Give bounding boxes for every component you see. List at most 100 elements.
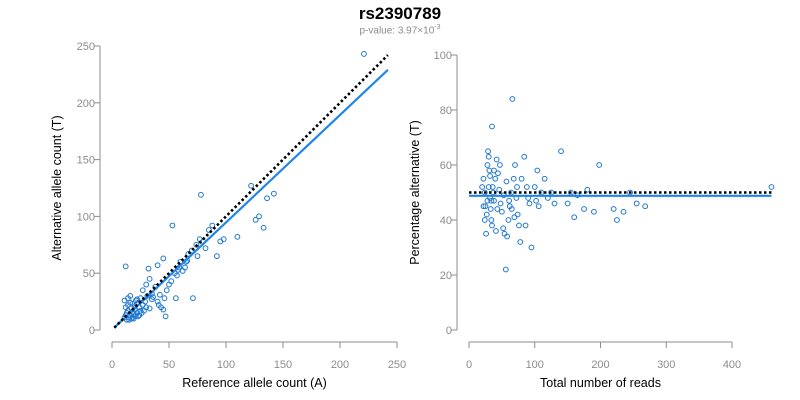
left-data-point xyxy=(143,304,150,311)
left-data-point xyxy=(361,51,367,57)
left-x-axis-label: Reference allele count (A) xyxy=(182,376,327,390)
left-data-point xyxy=(149,296,155,303)
left-data-point xyxy=(174,272,180,279)
right-data-point xyxy=(483,211,490,218)
left-data-point xyxy=(128,315,135,322)
right-data-point xyxy=(584,186,591,193)
right-y-tick-label: 40 xyxy=(440,215,452,227)
left-data-point xyxy=(163,287,170,294)
left-fit-line xyxy=(113,69,389,329)
right-data-point xyxy=(508,206,515,212)
right-data-point xyxy=(512,162,518,168)
right-x-tick-label: 0 xyxy=(466,359,472,371)
right-data-point xyxy=(514,184,520,190)
chart-title: rs2390789 xyxy=(358,4,442,23)
right-data-point xyxy=(493,156,500,163)
left-data-point xyxy=(156,291,163,298)
left-data-point xyxy=(248,182,254,189)
right-x-axis-label: Total number of reads xyxy=(540,376,661,390)
left-data-point xyxy=(127,293,134,299)
left-data-point xyxy=(260,224,267,231)
right-data-point xyxy=(633,200,640,207)
right-data-point xyxy=(493,228,499,234)
right-data-point xyxy=(504,233,511,240)
right-data-point xyxy=(541,175,548,182)
right-data-point xyxy=(497,162,503,168)
pvalue-subtitle: p-value: 3.97×10-3 xyxy=(0,24,800,36)
left-data-point xyxy=(160,306,167,313)
right-data-point xyxy=(596,162,603,168)
left-y-tick-label: 200 xyxy=(77,98,95,110)
right-y-tick-label: 100 xyxy=(434,50,452,62)
right-data-point xyxy=(500,225,507,232)
left-y-tick-label: 0 xyxy=(89,325,95,337)
left-data-point xyxy=(135,313,142,320)
right-y-tick-label: 0 xyxy=(446,325,452,337)
right-data-point xyxy=(479,184,486,190)
right-data-point xyxy=(517,239,524,245)
right-data-point xyxy=(488,217,495,223)
left-data-point xyxy=(172,295,179,302)
right-x-tick-label: 100 xyxy=(526,359,544,371)
right-data-point xyxy=(510,175,517,182)
right-data-point xyxy=(491,167,497,174)
left-reference-line xyxy=(113,54,389,329)
pvalue-exponent: -3 xyxy=(434,24,441,31)
left-data-point xyxy=(146,305,153,312)
left-data-point xyxy=(194,253,201,260)
right-data-point xyxy=(620,208,627,215)
right-data-point xyxy=(481,217,488,223)
right-data-point xyxy=(502,266,509,273)
left-y-tick-label: 100 xyxy=(77,211,95,223)
left-data-point xyxy=(270,190,277,197)
left-data-point xyxy=(122,263,129,270)
left-data-point xyxy=(136,312,143,319)
left-chart-group: 0 50 100 150 200 250 0 50 100 150 200 250 Reference … xyxy=(50,41,406,390)
left-x-tick-label: 150 xyxy=(274,359,292,371)
left-data-point xyxy=(182,264,188,271)
left-data-point xyxy=(168,278,175,285)
right-data-point xyxy=(485,153,492,160)
right-data-point xyxy=(518,175,525,182)
left-data-point xyxy=(198,191,204,198)
right-x-tick-label: 300 xyxy=(657,359,675,371)
left-y-tick-label: 250 xyxy=(77,41,95,53)
left-data-point xyxy=(234,233,241,240)
left-x-tick-label: 0 xyxy=(109,359,115,371)
left-data-point xyxy=(252,216,259,223)
right-data-point xyxy=(521,153,528,160)
right-data-point xyxy=(485,148,491,155)
right-data-point xyxy=(523,184,530,190)
right-data-point xyxy=(533,197,539,204)
right-data-point xyxy=(482,203,489,210)
right-data-point xyxy=(535,203,542,210)
left-data-point xyxy=(209,222,216,229)
right-data-point xyxy=(591,208,597,215)
left-data-point xyxy=(143,281,150,288)
left-data-point xyxy=(169,222,176,229)
right-chart-group: 0 100 200 300 400 0 20 40 60 80 100 Total number of… xyxy=(408,50,775,390)
right-data-point xyxy=(484,162,491,168)
left-x-tick-label: 100 xyxy=(217,359,235,371)
right-data-point xyxy=(495,170,501,177)
left-x-tick-label: 200 xyxy=(331,359,349,371)
left-data-point xyxy=(190,295,196,302)
left-data-point xyxy=(154,298,161,305)
right-data-point xyxy=(498,208,505,215)
right-data-point xyxy=(506,197,513,204)
left-data-point xyxy=(256,213,262,220)
left-data-point xyxy=(264,195,270,202)
left-data-point xyxy=(162,313,169,320)
right-data-point xyxy=(480,203,487,210)
left-data-point xyxy=(185,250,192,257)
left-data-point xyxy=(134,296,140,303)
left-y-tick-label: 50 xyxy=(83,268,95,280)
right-data-point xyxy=(768,184,775,190)
left-y-tick-label: 150 xyxy=(77,155,95,167)
left-data-point xyxy=(188,247,195,254)
right-data-point xyxy=(528,244,535,251)
left-data-point xyxy=(202,245,209,252)
left-data-point xyxy=(213,253,220,260)
left-data-point xyxy=(154,262,161,269)
